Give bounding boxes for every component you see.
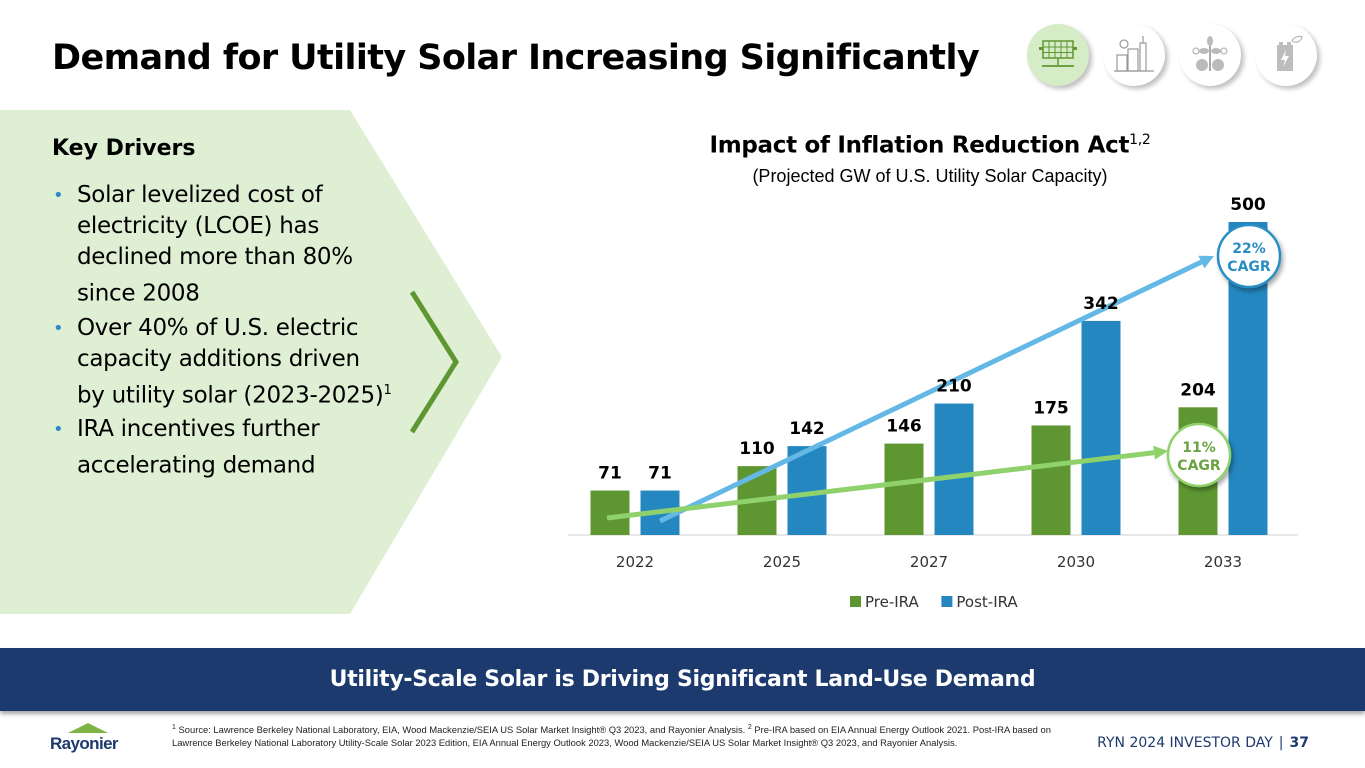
legend-label: Post-IRA bbox=[956, 593, 1018, 611]
chart-title-sup: 1,2 bbox=[1129, 132, 1151, 148]
bullet-item: • IRA incentives further accelerating dem… bbox=[52, 414, 392, 482]
page-title: Demand for Utility Solar Increasing Sign… bbox=[52, 38, 980, 78]
footer-separator: | bbox=[1278, 735, 1284, 751]
key-drivers-title: Key Drivers bbox=[52, 136, 196, 161]
footnote-2: Pre-IRA based on EIA Annual Energy Outlo… bbox=[172, 724, 1051, 749]
page-footer: RYN 2024 INVESTOR DAY | 37 bbox=[1097, 735, 1309, 751]
bar-pre-ira-2027 bbox=[884, 443, 924, 535]
pre-ira-trend-arrow-head bbox=[1153, 445, 1168, 460]
pre-ira-cagr-badge-circle bbox=[1166, 422, 1232, 488]
bar-post-ira-2027 bbox=[934, 403, 974, 535]
data-label: 110 bbox=[739, 439, 775, 459]
bullet-icon: • bbox=[53, 419, 64, 441]
pre-ira-trend-arrow-line bbox=[606, 450, 1155, 521]
page-number: 37 bbox=[1289, 735, 1309, 751]
section-nav-icons bbox=[1025, 24, 1325, 90]
footnote-2-sup: 2 bbox=[747, 724, 752, 731]
legend-label: Pre-IRA bbox=[865, 593, 919, 611]
bullet-text: IRA incentives further accelerating dema… bbox=[77, 416, 320, 479]
data-label: 500 bbox=[1230, 195, 1266, 215]
bullet-icon: • bbox=[53, 317, 64, 339]
bar-pre-ira-2022 bbox=[590, 490, 630, 535]
data-label: 71 bbox=[648, 464, 672, 484]
solar-panel-icon[interactable] bbox=[1027, 24, 1089, 86]
key-drivers-list: • Solar levelized cost of electricity (LC… bbox=[52, 180, 392, 485]
data-label: 146 bbox=[886, 417, 922, 437]
post-ira-trend-arrow-head bbox=[1198, 255, 1214, 269]
logo-mountain-icon bbox=[68, 723, 108, 733]
battery-leaf-icon[interactable] bbox=[1255, 24, 1317, 86]
key-drivers-panel bbox=[0, 110, 502, 614]
x-tick-label: 2033 bbox=[1204, 553, 1242, 571]
data-label: 142 bbox=[789, 419, 825, 439]
post-ira-cagr-badge: 22% CAGR bbox=[1216, 223, 1282, 289]
event-name: RYN 2024 INVESTOR DAY bbox=[1097, 735, 1273, 751]
bar-chart: 71 71 2022 110 142 2025 146 210 2027 175 342 2030 20… bbox=[568, 195, 1298, 611]
plant-growth-icon[interactable] bbox=[1179, 24, 1241, 86]
takeaway-banner: Utility-Scale Solar is Driving Significa… bbox=[0, 648, 1365, 711]
post-ira-trend-arrow bbox=[658, 255, 1214, 524]
bar-post-ira-2030 bbox=[1081, 320, 1121, 535]
bullet-text: Over 40% of U.S. electric capacity addit… bbox=[77, 314, 384, 409]
logo-text: Rayonier bbox=[50, 734, 119, 753]
panel-background bbox=[0, 110, 502, 614]
x-tick-label: 2025 bbox=[763, 553, 801, 571]
chevron-right-icon bbox=[409, 290, 459, 434]
x-tick-label: 2027 bbox=[910, 553, 948, 571]
data-label: 342 bbox=[1083, 294, 1119, 314]
data-label: 71 bbox=[598, 464, 622, 484]
industry-icon[interactable] bbox=[1103, 24, 1165, 86]
chart-title: Impact of Inflation Reduction Act1,2 bbox=[680, 132, 1180, 159]
footnote: 1 Source: Lawrence Berkeley National Lab… bbox=[172, 721, 1052, 749]
x-tick-label: 2030 bbox=[1057, 553, 1095, 571]
bullet-text: Solar levelized cost of electricity (LCO… bbox=[77, 182, 353, 307]
bullet-item: • Over 40% of U.S. electric capacity addi… bbox=[52, 313, 392, 412]
bar-pre-ira-2030 bbox=[1031, 425, 1071, 535]
rayonier-logo: Rayonier bbox=[50, 722, 130, 754]
post-ira-cagr-badge-value: 22% bbox=[1232, 241, 1266, 257]
footnote-1-sup: 1 bbox=[172, 724, 176, 731]
legend-swatch-post-ira bbox=[941, 596, 953, 607]
pre-ira-cagr-badge: 11% CAGR bbox=[1166, 422, 1232, 488]
chart-title-text: Impact of Inflation Reduction Act bbox=[709, 132, 1130, 159]
chart-subtitle: (Projected GW of U.S. Utility Solar Capa… bbox=[752, 166, 1108, 186]
data-label: 210 bbox=[936, 377, 972, 397]
legend-swatch-pre-ira bbox=[850, 596, 861, 607]
pre-ira-trend-arrow bbox=[606, 445, 1168, 521]
bullet-item: • Solar levelized cost of electricity (LC… bbox=[52, 180, 392, 310]
pre-ira-cagr-badge-label: CAGR bbox=[1177, 458, 1221, 474]
post-ira-cagr-badge-circle bbox=[1216, 223, 1282, 289]
footnote-1: Source: Lawrence Berkeley National Labor… bbox=[178, 724, 746, 736]
banner-text: Utility-Scale Solar is Driving Significa… bbox=[329, 667, 1036, 692]
bullet-icon: • bbox=[53, 185, 64, 206]
data-label: 175 bbox=[1033, 398, 1069, 418]
pre-ira-cagr-badge-value: 11% bbox=[1182, 440, 1216, 456]
post-ira-trend-arrow-line bbox=[658, 259, 1203, 524]
post-ira-cagr-badge-label: CAGR bbox=[1227, 259, 1271, 275]
x-tick-label: 2022 bbox=[616, 553, 654, 571]
data-label: 204 bbox=[1180, 380, 1216, 400]
bullet-sup: 1 bbox=[383, 382, 392, 398]
